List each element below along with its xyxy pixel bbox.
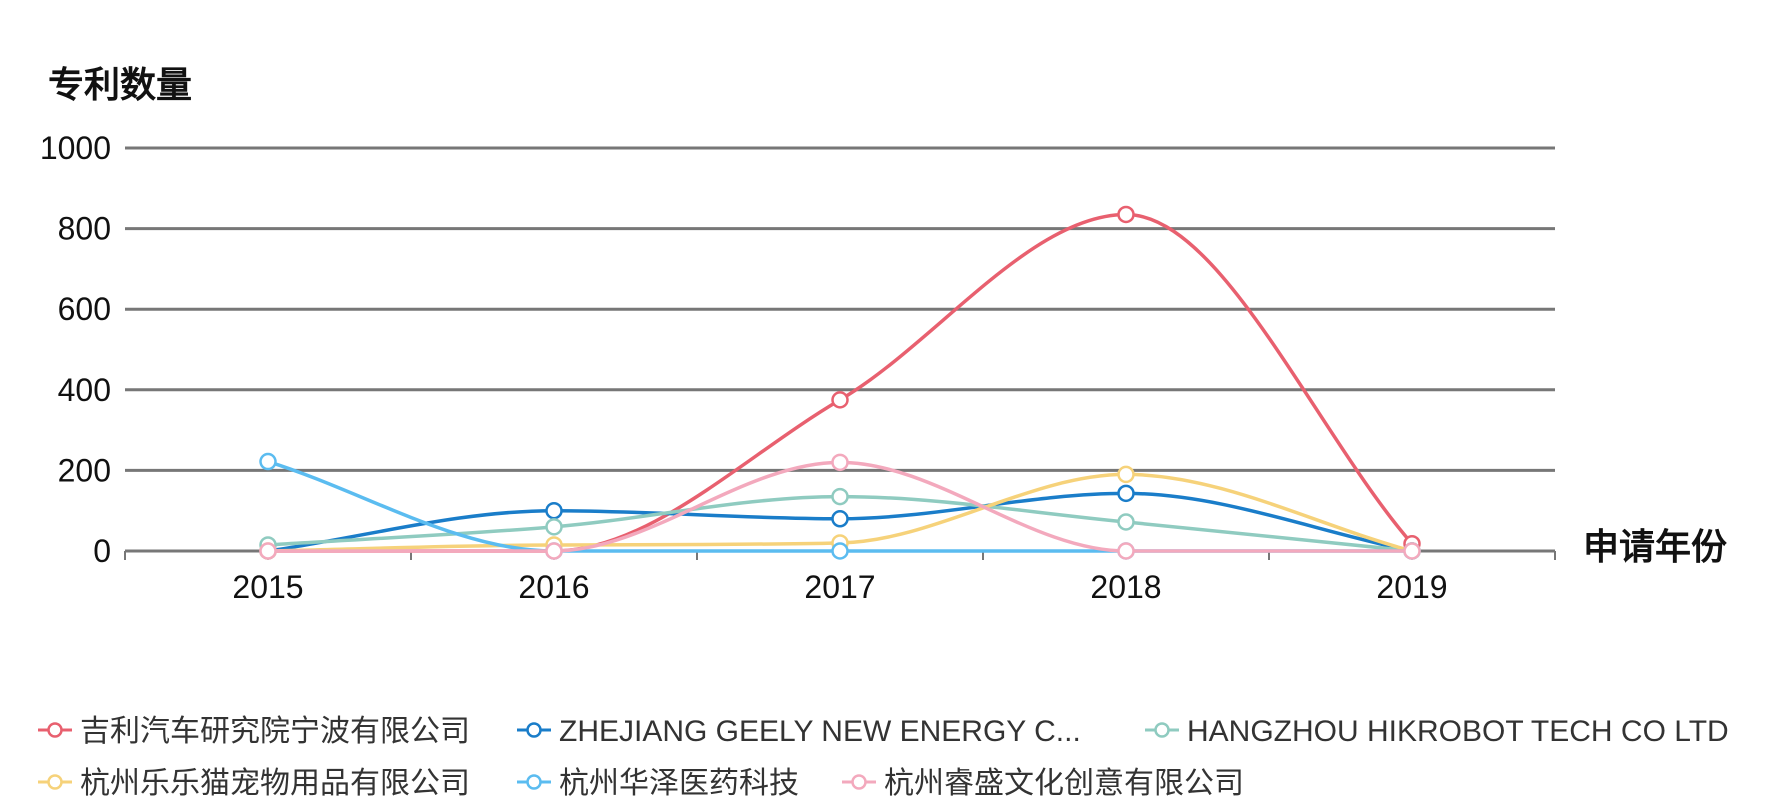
data-point [1119,467,1134,482]
legend-label: 杭州乐乐猫宠物用品有限公司 [80,767,470,800]
legend-marker-icon [49,776,62,789]
legend-marker-icon [1156,724,1169,737]
legend-marker-icon [528,776,541,789]
y-tick-label: 600 [58,291,111,327]
x-axis-title: 申请年份 [1583,527,1727,568]
data-point [1119,207,1134,222]
legend-item-3[interactable]: 杭州乐乐猫宠物用品有限公司 [38,767,470,800]
legend-item-0[interactable]: 吉利汽车研究院宁波有限公司 [38,715,470,748]
legend-label: 杭州华泽医药科技 [559,767,799,800]
data-point [833,489,848,504]
legend-label: HANGZHOU HIKROBOT TECH CO LTD [1187,715,1729,748]
legend-item-2[interactable]: HANGZHOU HIKROBOT TECH CO LTD [1145,715,1729,748]
legend-marker-icon [49,724,62,737]
y-tick-label: 1000 [40,130,111,166]
x-tick-label: 2016 [518,569,589,605]
data-point [261,454,276,469]
legend-marker-icon [853,776,866,789]
x-tick-label: 2018 [1090,569,1161,605]
series-0 [261,207,1420,559]
y-tick-label: 200 [58,452,111,488]
x-tick-label: 2015 [232,569,303,605]
y-tick-label: 800 [58,211,111,247]
y-axis-title: 专利数量 [48,65,192,106]
y-tick-label: 400 [58,372,111,408]
data-point [833,455,848,470]
legend-label: 杭州睿盛文化创意有限公司 [884,767,1244,800]
data-point [833,511,848,526]
legend-item-5[interactable]: 杭州睿盛文化创意有限公司 [842,767,1244,800]
data-point [547,519,562,534]
legend-label: 吉利汽车研究院宁波有限公司 [80,715,470,748]
y-tick-label: 0 [93,533,111,569]
data-point [833,392,848,407]
data-point [1405,544,1420,559]
data-point [1119,514,1134,529]
data-point [547,503,562,518]
data-point [261,544,276,559]
x-tick-label: 2019 [1376,569,1447,605]
legend-label: ZHEJIANG GEELY NEW ENERGY C... [559,715,1081,748]
x-tick-label: 2017 [804,569,875,605]
data-point [1119,544,1134,559]
data-point [1119,486,1134,501]
legend-item-4[interactable]: 杭州华泽医药科技 [517,767,799,800]
data-point [547,544,562,559]
data-point [833,544,848,559]
legend-item-1[interactable]: ZHEJIANG GEELY NEW ENERGY C... [517,715,1081,748]
legend-marker-icon [528,724,541,737]
